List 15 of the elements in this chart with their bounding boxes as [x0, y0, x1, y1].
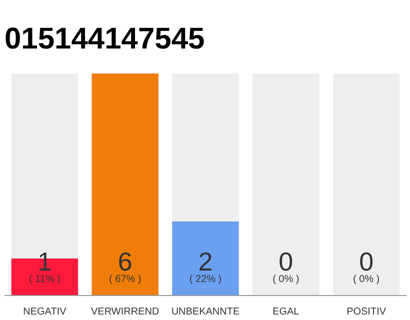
x-tick-label: NEGATIV: [23, 306, 67, 318]
x-tick-label: EGAL: [272, 306, 300, 318]
annotation: ( 0% ): [352, 274, 380, 285]
x-tick-label: VERWIRREND: [91, 306, 160, 318]
annotation: ( 22% ): [189, 274, 222, 285]
annotation: 0: [278, 246, 294, 276]
annotation: ( 67% ): [108, 274, 142, 285]
x-tick-label: POSITIV: [346, 306, 386, 318]
annotation: ( 11% ): [28, 274, 60, 285]
data-label: 6: [118, 246, 132, 276]
annotation: ( 0% ): [272, 274, 300, 285]
x-tick-label: UNBEKANNTE: [171, 306, 240, 318]
chart-title: 015144147545: [4, 22, 205, 56]
data-label: 2: [198, 246, 213, 276]
annotation: 0: [359, 246, 374, 276]
